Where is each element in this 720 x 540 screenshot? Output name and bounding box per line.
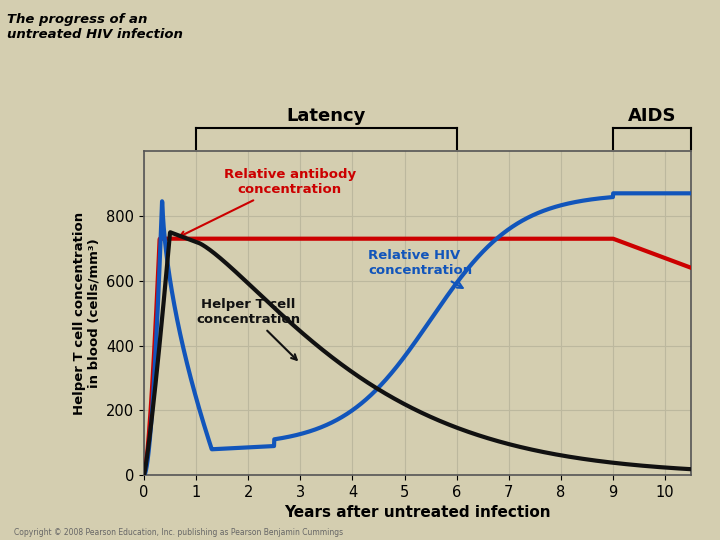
- Text: Relative HIV
concentration: Relative HIV concentration: [368, 249, 472, 288]
- X-axis label: Years after untreated infection: Years after untreated infection: [284, 505, 551, 521]
- Text: Copyright © 2008 Pearson Education, Inc. publishing as Pearson Benjamin Cummings: Copyright © 2008 Pearson Education, Inc.…: [14, 528, 343, 537]
- Text: AIDS: AIDS: [628, 107, 676, 125]
- Y-axis label: Helper T cell concentration
in blood (cells/mm³): Helper T cell concentration in blood (ce…: [73, 212, 101, 415]
- Text: The progress of an
untreated HIV infection: The progress of an untreated HIV infecti…: [7, 14, 183, 42]
- Text: Helper T cell
concentration: Helper T cell concentration: [196, 298, 300, 360]
- Text: Latency: Latency: [287, 107, 366, 125]
- Text: Relative antibody
concentration: Relative antibody concentration: [180, 168, 356, 237]
